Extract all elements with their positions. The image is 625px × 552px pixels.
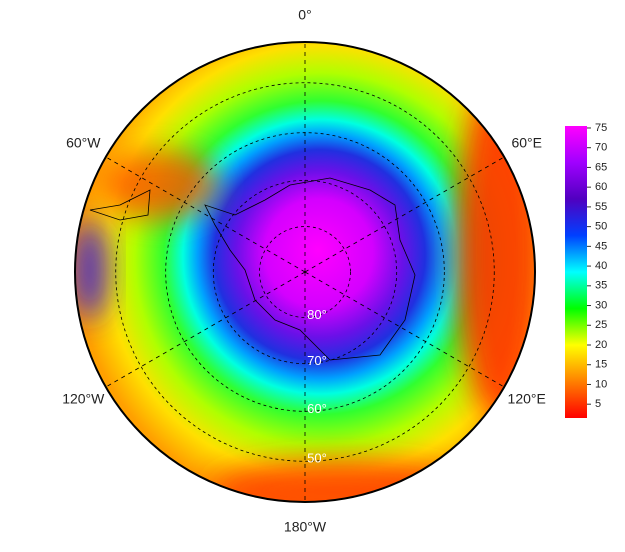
latitude-label: 60°: [307, 401, 327, 416]
colorbar-tick-label: 40: [595, 260, 607, 272]
colorbar: 5 10 15 20 25 30 35 40 45 50 55 60 65 70 75: [565, 122, 607, 418]
latitude-line: [212, 179, 398, 365]
longitude-label: 120°W: [62, 391, 105, 407]
longitude-label: 120°E: [508, 391, 546, 407]
graticule: 80° 70° 60° 50° 0° 60°E 120°E 180°W 120°W 60°W: [62, 7, 546, 535]
colorbar-tick-label: 20: [595, 339, 607, 351]
colorbar-tick-label: 15: [595, 359, 607, 371]
longitude-label: 60°E: [511, 135, 542, 151]
longitude-label: 60°W: [66, 135, 101, 151]
colorbar-tick-label: 10: [595, 378, 607, 390]
coastline: [89, 189, 151, 221]
colorbar-tick-label: 75: [595, 122, 607, 134]
colorbar-tick-label: 45: [595, 240, 607, 252]
latitude-line: [259, 226, 351, 318]
longitude-line: [105, 271, 306, 388]
latitude-line: [115, 82, 495, 462]
latitude-label: 70°: [307, 353, 327, 368]
colorbar-scale: [565, 126, 587, 418]
map-border: [74, 41, 536, 503]
coastline: [204, 177, 416, 361]
colorbar-tick-label: 50: [595, 221, 607, 233]
colorbar-tick-label: 30: [595, 299, 607, 311]
longitude-line: [105, 156, 306, 273]
colorbar-tick-label: 25: [595, 319, 607, 331]
colorbar-tick-label: 55: [595, 201, 607, 213]
colorbar-tick-label: 65: [595, 161, 607, 173]
latitude-label: 50°: [307, 451, 327, 466]
colorbar-tick-label: 35: [595, 280, 607, 292]
longitude-label: 0°: [298, 7, 311, 23]
longitude-line: [304, 271, 505, 388]
colorbar-tick-label: 60: [595, 181, 607, 193]
longitude-line: [304, 156, 505, 273]
longitude-label: 180°W: [284, 519, 327, 535]
colorbar-tick-label: 5: [595, 398, 601, 410]
colorbar-tick-label: 70: [595, 142, 607, 154]
latitude-label: 80°: [307, 307, 327, 322]
